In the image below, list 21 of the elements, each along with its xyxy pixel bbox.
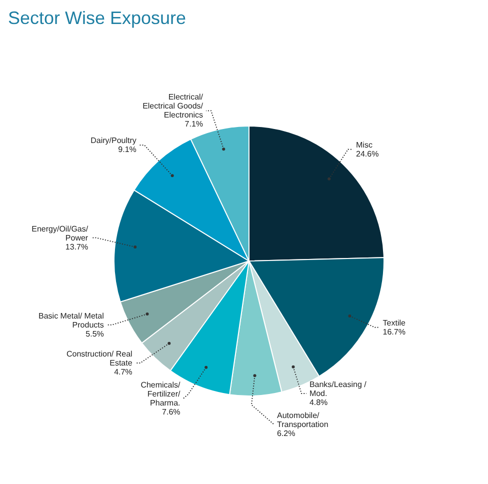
data-label: 6.2%: [277, 428, 296, 438]
data-label: 7.6%: [162, 408, 180, 416]
data-label: 9.1%: [118, 145, 136, 154]
data-label: 5.5%: [86, 329, 104, 338]
slice-label: Textile: [382, 318, 406, 328]
slice-label: Chemicals/ Fertilizer/ Pharma.: [140, 380, 182, 408]
slice-label: Misc: [356, 140, 372, 150]
data-label: 24.6%: [356, 149, 379, 158]
slice-label: Dairy/Poultry: [90, 136, 136, 146]
chart-title: Sector Wise Exposure: [8, 8, 188, 30]
slice-label: Electrical/Electrical Goods/Electronics: [142, 92, 204, 120]
data-label: 4.7%: [114, 368, 132, 376]
slice-label: Energy/Oil/Gas/Power: [32, 224, 89, 242]
slice-label: Basic Metal/ Metal Products: [38, 311, 104, 330]
slice-label: Automobile/ Transportation: [277, 410, 328, 429]
data-label: 13.7%: [65, 242, 88, 252]
data-label: 7.1%: [184, 120, 204, 129]
data-label: 16.7%: [382, 327, 406, 336]
slice-label: Banks/Leasing /Mod.: [309, 380, 368, 398]
slice-label: Construction/ Real Estate: [66, 350, 133, 368]
data-label: 4.8%: [309, 398, 328, 407]
